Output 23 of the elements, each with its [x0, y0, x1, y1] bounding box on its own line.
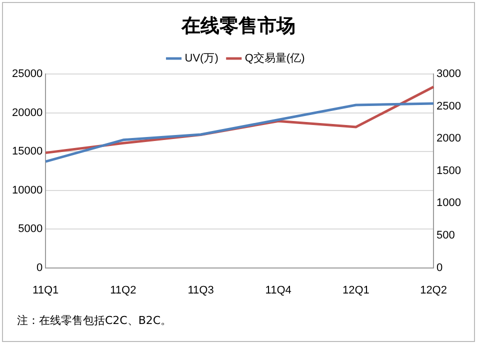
- y2-tick-label: 500: [436, 230, 455, 242]
- y2-tick-label: 0: [436, 262, 443, 274]
- y2-tick-label: 1000: [436, 197, 462, 210]
- y-tick-label: 25000: [12, 68, 43, 80]
- y2-tick-label: 2500: [436, 100, 462, 112]
- x-tick-label: 11Q3: [188, 284, 214, 296]
- x-tick-label: 12Q2: [420, 284, 447, 296]
- x-tick-label: 11Q2: [110, 284, 136, 296]
- x-tick-label: 11Q1: [32, 284, 59, 296]
- y-tick-label: 10000: [12, 184, 43, 196]
- y-tick-label: 15000: [12, 146, 43, 158]
- x-tick-label: 11Q4: [265, 284, 292, 296]
- legend-label: UV(万): [184, 52, 218, 65]
- y2-tick-label: 1500: [436, 164, 462, 177]
- y-tick-label: 20000: [12, 106, 43, 119]
- text: 注：在线零售包括C2C、B2C。: [17, 313, 172, 328]
- y-tick-label: 0: [36, 262, 43, 274]
- chart-title: 在线零售市场: [180, 14, 296, 39]
- y2-tick-label: 3000: [436, 68, 462, 80]
- x-tick-label: 12Q1: [342, 284, 370, 296]
- y-tick-label: 5000: [18, 223, 43, 236]
- y2-tick-label: 2000: [436, 132, 462, 145]
- legend-label: Q交易量(亿): [244, 52, 305, 65]
